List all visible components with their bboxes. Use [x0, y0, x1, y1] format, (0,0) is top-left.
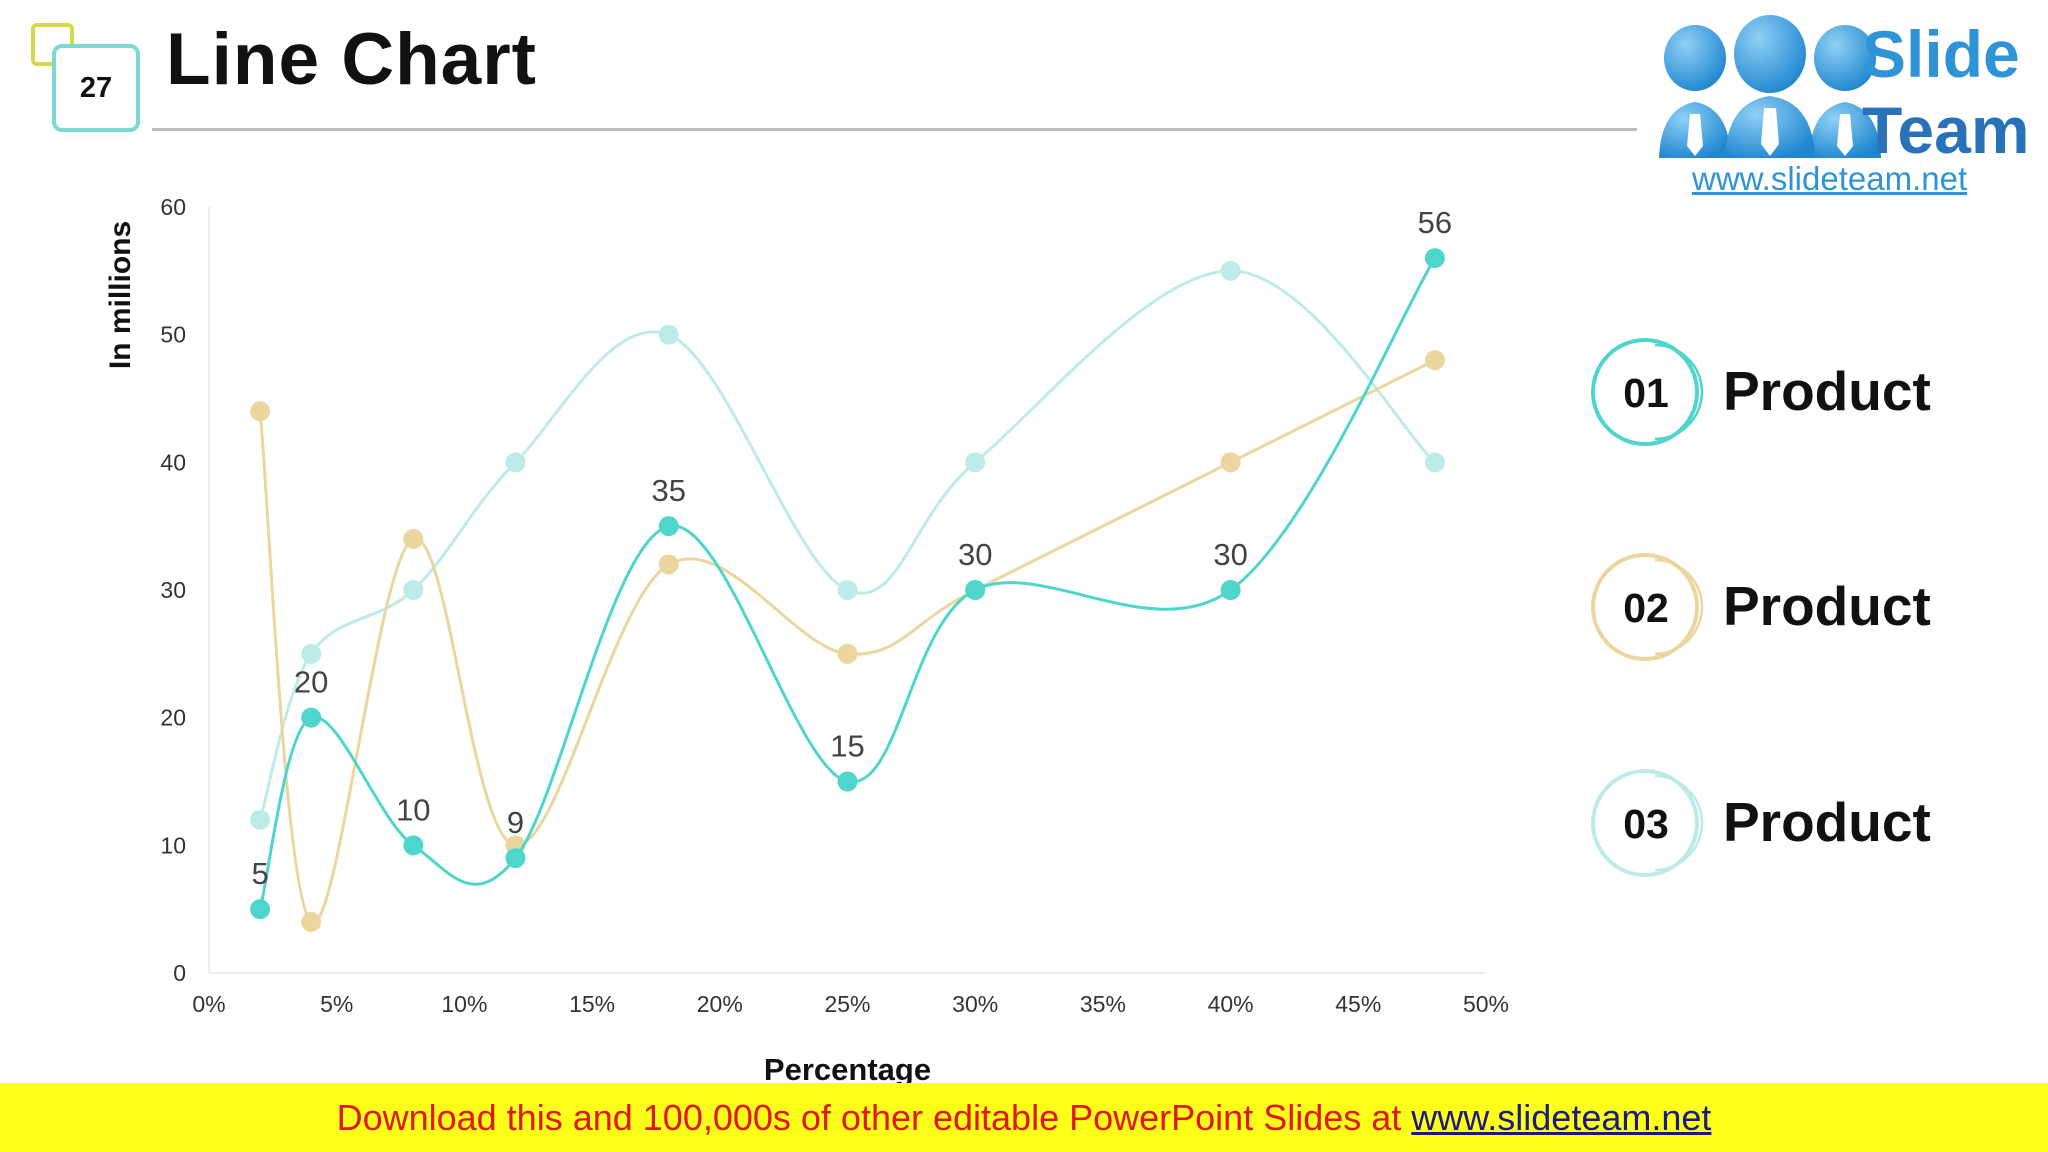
legend-number-02: 02	[1623, 584, 1669, 631]
data-point-series-2	[658, 554, 679, 575]
legend-number-01: 01	[1623, 369, 1669, 416]
x-tick-label: 25%	[824, 991, 870, 1017]
data-point-series-1	[837, 771, 858, 792]
download-banner: Download this and 100,000s of other edit…	[0, 1083, 2048, 1152]
data-label: 10	[396, 792, 430, 827]
data-point-series-1	[1220, 580, 1241, 600]
legend-item-03: 03 Product	[1588, 766, 2008, 882]
legend-label-02: Product	[1723, 575, 1931, 637]
data-point-series-3	[658, 324, 679, 345]
data-point-series-3	[837, 580, 858, 600]
legend-label-03: Product	[1723, 791, 1931, 853]
x-tick-label: 0%	[192, 991, 225, 1017]
y-tick-label: 20	[160, 705, 186, 731]
page-title: Line Chart	[166, 19, 537, 100]
data-point-series-3	[965, 452, 986, 473]
data-point-series-2	[1424, 350, 1445, 371]
slideteam-logo: Slide Team www.slideteam.net	[1637, 0, 2037, 197]
data-point-series-1	[1424, 248, 1445, 269]
x-tick-label: 20%	[697, 991, 743, 1017]
data-point-series-1	[403, 835, 424, 856]
y-tick-label: 50	[160, 322, 186, 348]
y-tick-label: 40	[160, 449, 186, 475]
data-point-series-3	[505, 452, 526, 473]
x-tick-label: 35%	[1080, 991, 1126, 1017]
data-point-series-3	[1220, 260, 1241, 281]
legend-number-03: 03	[1623, 800, 1669, 847]
data-point-series-2	[1220, 452, 1241, 473]
data-point-series-1	[301, 707, 322, 728]
x-tick-label: 10%	[441, 991, 487, 1017]
y-tick-label: 0	[173, 960, 186, 986]
data-point-series-3	[301, 643, 322, 664]
data-point-series-2	[301, 911, 322, 932]
data-point-series-1	[505, 848, 526, 869]
y-tick-label: 30	[160, 577, 186, 603]
data-point-series-1	[658, 516, 679, 537]
data-label: 30	[958, 537, 992, 572]
x-tick-label: 45%	[1335, 991, 1381, 1017]
legend-ring-03	[1591, 769, 1704, 877]
data-point-series-1	[965, 580, 986, 600]
legend-label-01: Product	[1723, 360, 1931, 422]
logo-text-team: Team	[1862, 93, 2030, 167]
banner-text: Download this and 100,000s of other edit…	[336, 1096, 1402, 1138]
logo-text-slide: Slide	[1862, 17, 2020, 91]
x-tick-label: 50%	[1463, 991, 1509, 1017]
data-point-series-3	[250, 809, 271, 830]
series-line-2	[258, 358, 1436, 924]
data-label: 20	[294, 665, 328, 700]
people-icon	[1659, 15, 1881, 158]
logo-url-link[interactable]: www.slideteam.net	[1692, 160, 1968, 197]
series-line-3	[258, 269, 1436, 821]
y-tick-label: 10	[160, 832, 186, 858]
data-label: 35	[651, 473, 685, 508]
x-tick-label: 30%	[952, 991, 998, 1017]
data-point-series-2	[837, 643, 858, 664]
y-axis-label: In millions	[104, 221, 137, 369]
x-tick-label: 15%	[569, 991, 615, 1017]
legend-item-02: 02 Product	[1588, 550, 2008, 666]
data-label: 5	[251, 856, 268, 891]
data-point-series-2	[403, 528, 424, 549]
x-tick-label: 40%	[1208, 991, 1254, 1017]
slide-number: 27	[52, 44, 140, 132]
title-divider	[152, 128, 1640, 131]
data-point-series-3	[1424, 452, 1445, 473]
data-label: 56	[1418, 205, 1452, 240]
x-axis-label: Percentage	[764, 1052, 931, 1087]
legend-item-01: 01 Product	[1588, 335, 2008, 451]
data-point-series-2	[250, 401, 271, 422]
series-line-1	[258, 257, 1437, 910]
y-tick-label: 60	[160, 194, 186, 220]
data-label: 15	[830, 729, 864, 764]
data-label: 9	[507, 805, 524, 840]
data-label: 30	[1213, 537, 1247, 572]
data-point-series-1	[250, 899, 271, 920]
legend-ring-02	[1591, 553, 1704, 661]
x-tick-label: 5%	[320, 991, 353, 1017]
legend-ring-01	[1591, 338, 1704, 446]
data-point-series-3	[403, 580, 424, 600]
banner-link[interactable]: www.slideteam.net	[1411, 1096, 1712, 1138]
